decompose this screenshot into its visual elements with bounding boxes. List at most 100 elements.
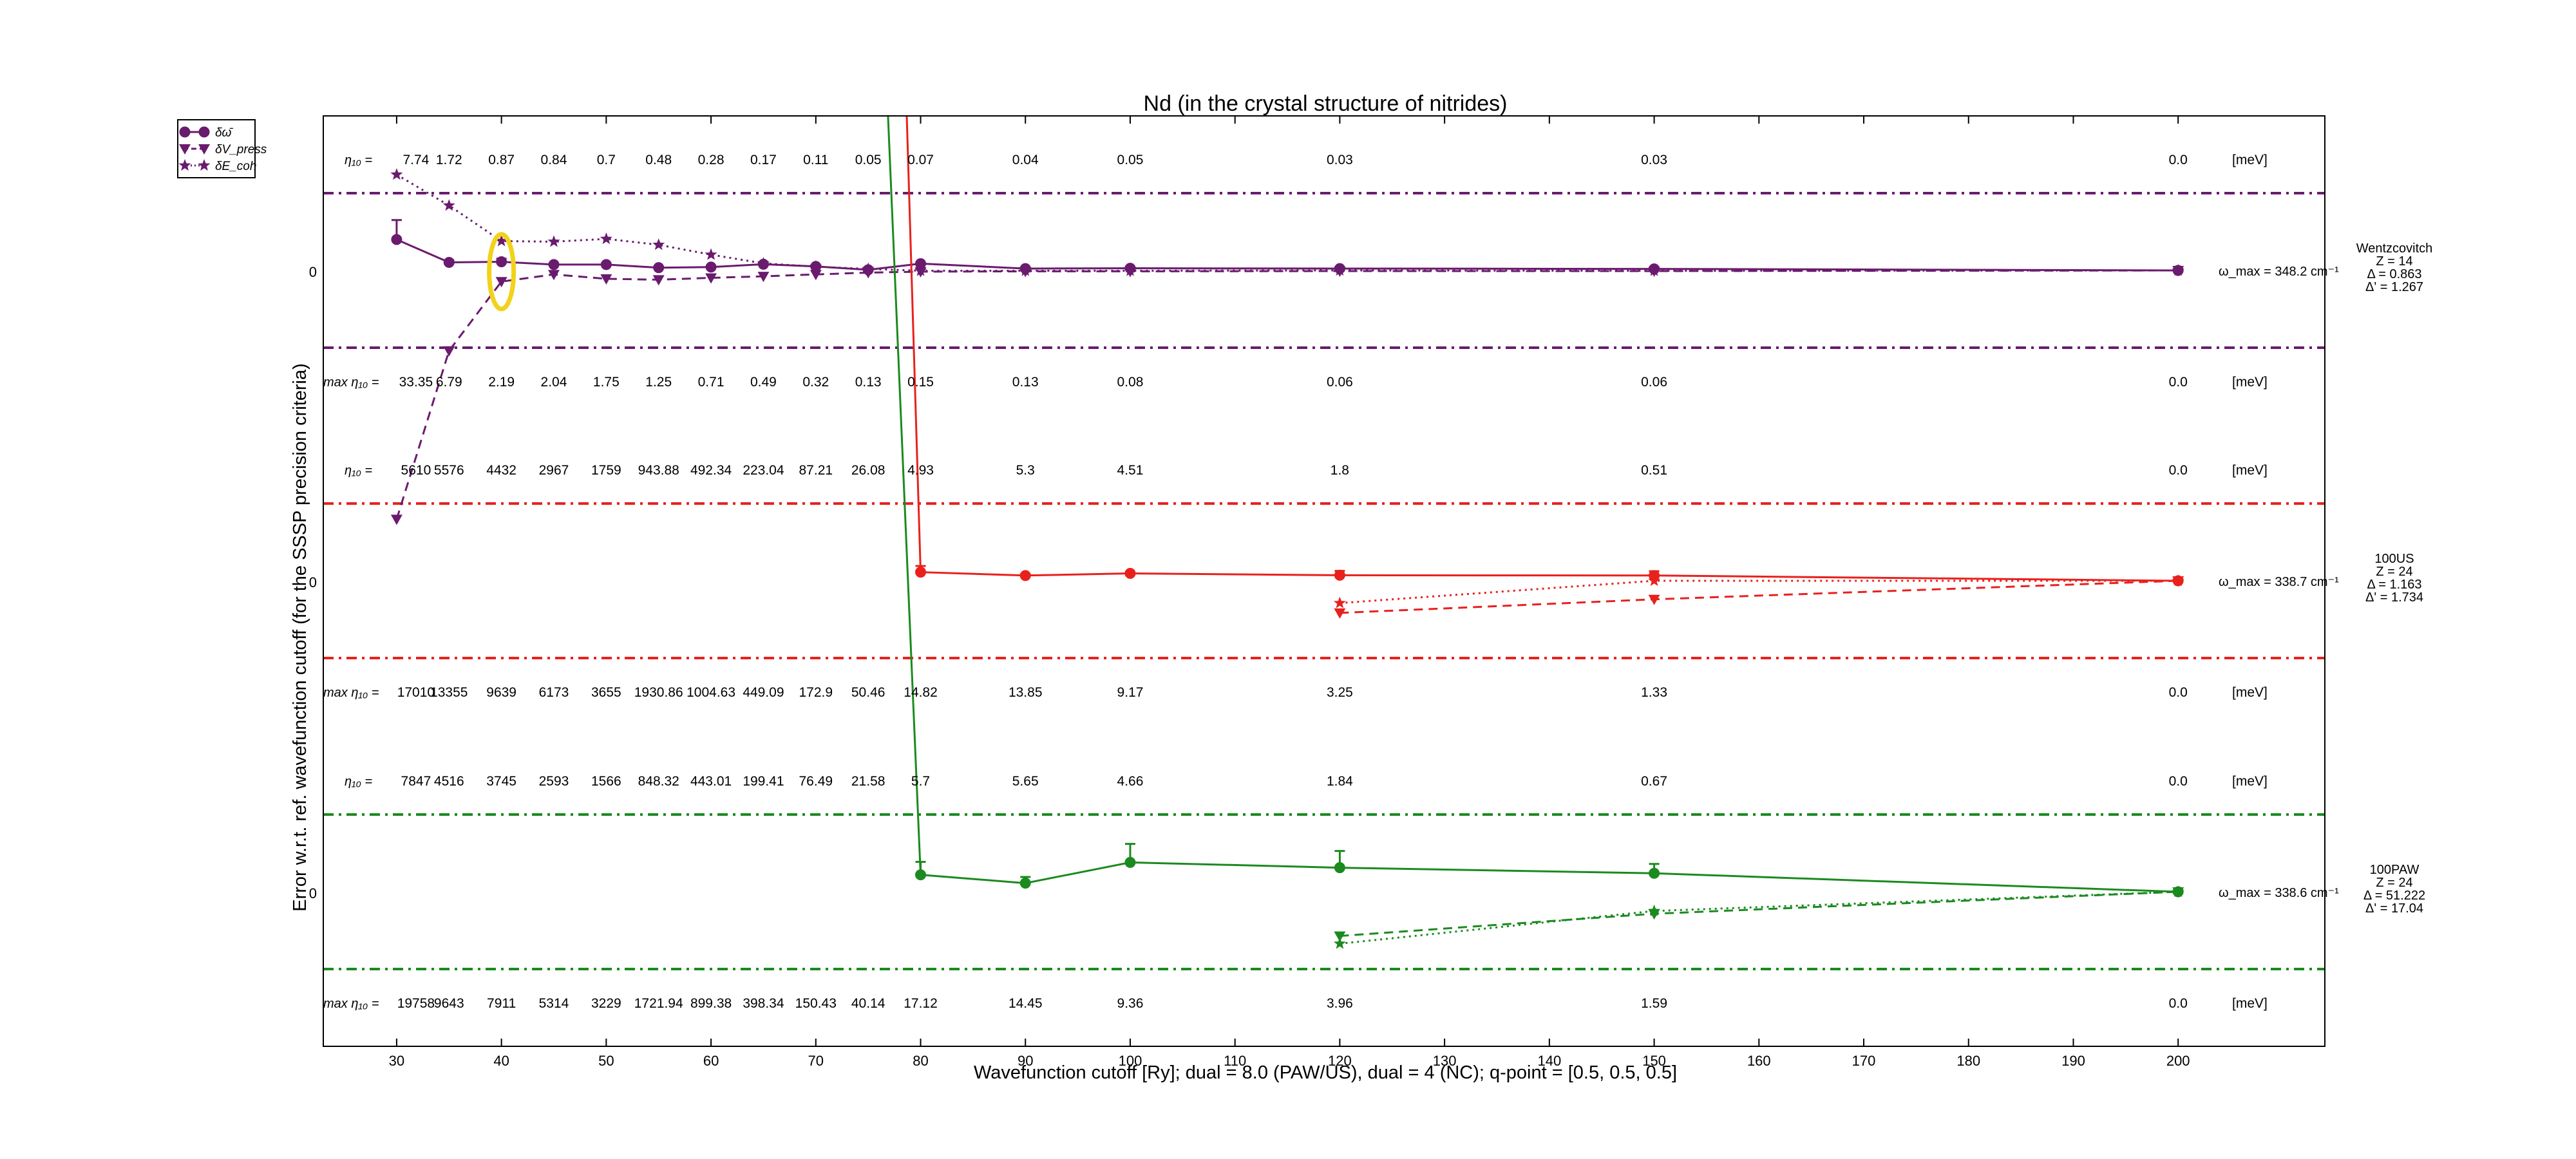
value-labels: 0 η₁₀ = max η₁₀ = 7.74 33.35 1.72 6.79 0.87 2.19… [309,153,2433,1011]
legend-label: δE_coh [215,160,256,173]
x-tick-label: 140 [1537,1053,1561,1069]
max-eta-value: 899.38 [690,996,732,1011]
x-tick-label: 40 [493,1053,509,1069]
max-eta-value: 9643 [434,996,464,1011]
max-eta-value: 1721.94 [634,996,683,1011]
x-tick-label: 60 [703,1053,719,1069]
point-100US-press [1648,594,1660,605]
max-eta-value: 0.0 [2169,685,2188,700]
legend-marker [198,126,210,138]
max-eta-value: 40.14 [851,996,886,1011]
eta-value: 0.48 [645,153,672,167]
max-eta-value: 6173 [539,685,569,700]
x-tick-label: 170 [1852,1053,1876,1069]
point-100US-phonon [2172,575,2184,587]
point-Wentzcovitch-coh [390,168,403,180]
zero-label-100US: 0 [309,574,317,590]
eta-value: 4.66 [1117,774,1144,789]
eta-value: 0.05 [1117,153,1144,167]
point-Wentzcovitch-press [547,270,560,281]
point-100PAW-press [1334,931,1346,942]
eta-value: 0.04 [1012,153,1039,167]
point-Wentzcovitch-press [443,346,455,357]
unit-label: [meV] [2232,996,2268,1011]
x-tick-label: 120 [1328,1053,1352,1069]
omega-label-100US: ω_max = 338.7 cm⁻¹ [2219,575,2339,589]
point-Wentzcovitch-press [652,275,665,286]
max-eta-value: 150.43 [795,996,837,1011]
legend-marker [179,144,191,155]
max-eta-value: 0.15 [907,375,934,390]
eta-value: 26.08 [851,463,886,478]
max-eta-label-100US: max η₁₀ = [323,686,379,700]
point-100PAW-phonon [2172,886,2184,898]
max-eta-value: 0.06 [1327,375,1353,390]
max-eta-value: 449.09 [743,685,784,700]
point-Wentzcovitch-coh [600,232,612,245]
max-eta-value: 0.0 [2169,375,2188,390]
max-eta-value: 2.19 [488,375,515,390]
max-eta-value: 14.45 [1009,996,1043,1011]
eta-value: 5.7 [911,774,930,789]
eta-value: 4.51 [1117,463,1144,478]
max-eta-value: 0.06 [1641,375,1667,390]
x-tick-label: 80 [913,1053,928,1069]
info-line-Wentzcovitch: Wentzcovitch [2356,241,2433,256]
x-axis-label: Wavefunction cutoff [Ry]; dual = 8.0 (PA… [974,1062,1677,1083]
eta-label-100PAW: η₁₀ = [345,775,372,789]
max-eta-value: 6.79 [436,375,462,390]
highlight-ellipse [487,232,516,312]
x-tick-label: 150 [1642,1053,1666,1069]
point-Wentzcovitch-coh [652,238,665,250]
point-Wentzcovitch-press [390,514,402,525]
max-eta-value: 1004.63 [687,685,735,700]
series-line-Wentzcovitch-press [395,269,2179,520]
point-Wentzcovitch-press [757,272,770,283]
info-line-100US: Δ = 1.163 [2367,578,2421,592]
max-eta-value: 3655 [591,685,621,700]
max-eta-value: 9.36 [1117,996,1144,1011]
point-100PAW-press [1648,909,1660,920]
plot-frame [323,115,2325,1047]
eta-value: 1.8 [1331,463,1349,478]
point-100US-press [1334,608,1346,619]
x-tick-label: 30 [389,1053,404,1069]
legend-label: δV_press [215,143,267,156]
max-eta-value: 14.82 [904,685,938,700]
x-tick-label: 100 [1119,1053,1142,1069]
point-Wentzcovitch-coh [442,199,455,211]
max-eta-value: 5314 [539,996,569,1011]
eta-value: 0.0 [2169,774,2188,789]
eta-value: 0.11 [803,153,828,167]
zero-label-100PAW: 0 [309,885,317,901]
legend-box [177,119,256,178]
eta-value: 0.7 [597,153,616,167]
eta-value: 0.17 [750,153,777,167]
max-eta-value: 0.08 [1117,375,1144,390]
eta-value: 7.74 [402,153,429,167]
eta-value: 0.51 [1641,463,1667,478]
info-line-100PAW: Z = 24 [2376,876,2412,890]
point-100PAW-coh [1333,937,1346,949]
max-eta-value: 2.04 [541,375,567,390]
x-tick-label: 160 [1747,1053,1771,1069]
eta-value: 0.28 [698,153,724,167]
info-line-100US: Δ' = 1.734 [2365,590,2423,605]
max-eta-value: 1.75 [593,375,620,390]
point-Wentzcovitch-press [705,273,717,284]
eta-value: 1566 [591,774,621,789]
max-eta-value: 13.85 [1009,685,1043,700]
series-line-100PAW-coh [1340,890,2179,945]
x-tick-label: 130 [1433,1053,1457,1069]
info-line-100PAW: Δ' = 17.04 [2365,901,2423,916]
eta-value: 0.67 [1641,774,1667,789]
info-line-Wentzcovitch: Δ = 0.863 [2367,267,2421,281]
max-eta-value: 0.0 [2169,996,2188,1011]
max-eta-value: 172.9 [799,685,833,700]
series-line-Wentzcovitch-coh [396,173,2179,272]
x-tick-label: 70 [808,1053,824,1069]
max-eta-label-Wentzcovitch: max η₁₀ = [323,375,379,390]
info-line-100US: 100US [2374,552,2414,566]
eta-value: 492.34 [690,463,732,478]
